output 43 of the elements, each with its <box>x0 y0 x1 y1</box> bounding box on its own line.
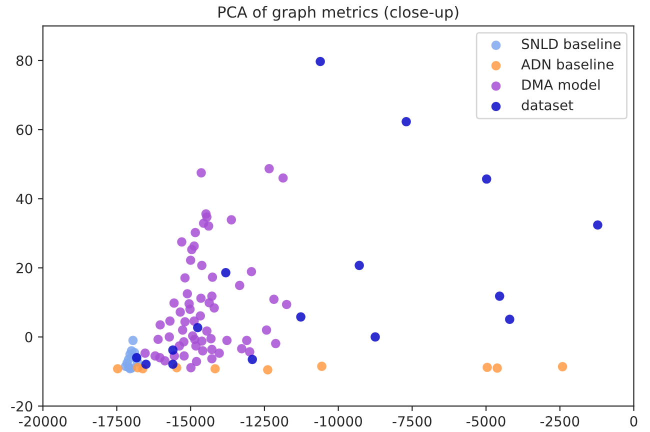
y-tick-label: 40 <box>16 194 32 204</box>
legend-label: SNLD baseline <box>522 38 621 50</box>
point <box>482 174 492 184</box>
x-tick-label: -7500 <box>392 416 432 427</box>
point <box>492 363 502 373</box>
point <box>370 332 380 342</box>
x-tick-label: -5000 <box>466 416 506 427</box>
point <box>168 360 178 369</box>
chart-title: PCA of graph metrics (close-up) <box>218 6 458 21</box>
point <box>128 336 138 346</box>
point <box>494 292 504 301</box>
x-tick-label: -20000 <box>18 416 67 427</box>
x-tick-label: 0 <box>630 416 638 427</box>
point <box>482 362 492 372</box>
point <box>263 365 272 374</box>
y-tick-label: 0 <box>25 332 32 342</box>
point <box>112 364 122 374</box>
y-tick-label: 20 <box>16 262 32 274</box>
point <box>210 364 220 374</box>
legend-label: dataset <box>522 100 574 110</box>
point <box>354 260 364 270</box>
point <box>505 314 514 324</box>
point <box>193 322 202 332</box>
point <box>221 268 230 278</box>
legend-label: DMA model <box>522 79 600 90</box>
point <box>316 56 325 66</box>
x-tick-label: -15000 <box>166 416 214 427</box>
point <box>317 362 326 371</box>
y-tick-label: 80 <box>16 55 32 66</box>
point <box>593 220 602 230</box>
legend-label: ADN baseline <box>521 58 614 70</box>
point <box>296 312 306 322</box>
point <box>141 360 151 369</box>
x-tick-label: -10000 <box>314 416 362 427</box>
x-tick-label: -2500 <box>540 416 580 427</box>
y-tick-label: -20 <box>11 401 32 412</box>
x-tick-label: -12500 <box>240 416 288 427</box>
point <box>402 116 411 126</box>
point <box>558 362 568 372</box>
point <box>248 354 258 364</box>
y-tick-label: 60 <box>16 124 32 136</box>
point <box>168 345 178 355</box>
x-tick-label: -17500 <box>92 416 140 427</box>
